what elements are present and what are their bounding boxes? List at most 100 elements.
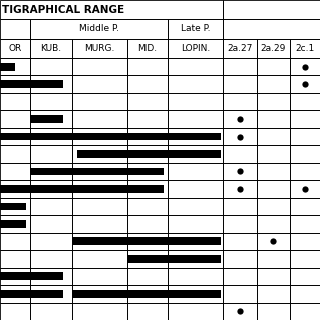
- Bar: [290, 145, 320, 163]
- Bar: [0, 203, 26, 210]
- Bar: [0, 198, 30, 215]
- Bar: [168, 302, 223, 320]
- Bar: [168, 285, 223, 302]
- Bar: [30, 39, 72, 58]
- Bar: [223, 180, 257, 198]
- Text: OR: OR: [9, 44, 22, 53]
- Bar: [72, 76, 127, 93]
- Bar: [223, 76, 257, 93]
- Bar: [0, 19, 30, 39]
- Bar: [0, 185, 164, 193]
- Bar: [168, 250, 223, 268]
- Bar: [127, 145, 168, 163]
- Bar: [0, 250, 30, 268]
- Bar: [30, 76, 72, 93]
- Bar: [127, 198, 168, 215]
- Bar: [168, 76, 223, 93]
- Bar: [72, 128, 127, 145]
- Bar: [30, 110, 72, 128]
- Bar: [127, 93, 168, 110]
- Bar: [257, 285, 290, 302]
- Bar: [223, 233, 257, 250]
- Bar: [223, 58, 257, 76]
- Bar: [257, 145, 290, 163]
- Bar: [30, 198, 72, 215]
- Bar: [127, 250, 168, 268]
- Bar: [223, 198, 257, 215]
- Text: 2c.1: 2c.1: [295, 44, 315, 53]
- Bar: [290, 58, 320, 76]
- Bar: [0, 58, 30, 76]
- Bar: [168, 198, 223, 215]
- Bar: [72, 285, 127, 302]
- Bar: [0, 145, 30, 163]
- Bar: [72, 302, 127, 320]
- Bar: [0, 93, 30, 110]
- Bar: [30, 58, 72, 76]
- Bar: [0, 132, 221, 140]
- Bar: [223, 268, 257, 285]
- Bar: [127, 268, 168, 285]
- Bar: [127, 285, 168, 302]
- Text: MID.: MID.: [138, 44, 158, 53]
- Bar: [257, 268, 290, 285]
- Bar: [290, 268, 320, 285]
- Bar: [0, 285, 30, 302]
- Bar: [30, 215, 72, 233]
- Bar: [0, 302, 30, 320]
- Bar: [223, 128, 257, 145]
- Bar: [257, 58, 290, 76]
- Bar: [127, 302, 168, 320]
- Bar: [0, 80, 63, 88]
- Bar: [257, 163, 290, 180]
- Bar: [168, 268, 223, 285]
- Bar: [30, 128, 72, 145]
- Bar: [257, 110, 290, 128]
- Bar: [290, 233, 320, 250]
- Bar: [257, 250, 290, 268]
- Bar: [72, 93, 127, 110]
- Bar: [127, 76, 168, 93]
- Bar: [223, 163, 257, 180]
- Bar: [127, 128, 168, 145]
- Bar: [30, 268, 72, 285]
- Bar: [223, 93, 257, 110]
- Bar: [168, 233, 223, 250]
- Bar: [0, 110, 30, 128]
- Bar: [168, 110, 223, 128]
- Bar: [72, 215, 127, 233]
- Bar: [290, 180, 320, 198]
- Bar: [0, 163, 30, 180]
- Bar: [290, 302, 320, 320]
- Bar: [0, 39, 30, 58]
- Bar: [223, 39, 257, 58]
- Text: 2a.27: 2a.27: [227, 44, 253, 53]
- Bar: [223, 110, 257, 128]
- Bar: [290, 250, 320, 268]
- Bar: [168, 58, 223, 76]
- Bar: [0, 63, 15, 71]
- Bar: [290, 76, 320, 93]
- Bar: [72, 145, 127, 163]
- Bar: [127, 255, 221, 263]
- Bar: [127, 58, 168, 76]
- Text: LOPIN.: LOPIN.: [181, 44, 211, 53]
- Bar: [72, 268, 127, 285]
- Text: TIGRAPHICAL RANGE: TIGRAPHICAL RANGE: [2, 5, 124, 15]
- Bar: [30, 285, 72, 302]
- Bar: [30, 93, 72, 110]
- Bar: [0, 128, 30, 145]
- Bar: [72, 110, 127, 128]
- Bar: [30, 115, 63, 123]
- Bar: [30, 163, 72, 180]
- Bar: [72, 198, 127, 215]
- Bar: [223, 250, 257, 268]
- Bar: [30, 168, 164, 175]
- Bar: [168, 163, 223, 180]
- Bar: [72, 163, 127, 180]
- Bar: [168, 39, 223, 58]
- Bar: [168, 93, 223, 110]
- Bar: [257, 302, 290, 320]
- Bar: [30, 19, 168, 39]
- Bar: [223, 215, 257, 233]
